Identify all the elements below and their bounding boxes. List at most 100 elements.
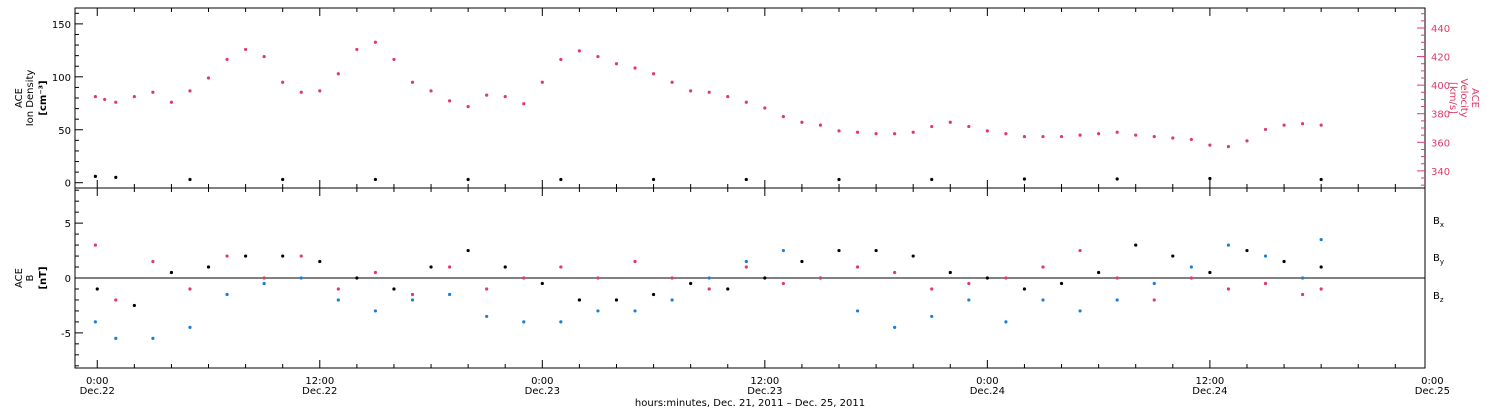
velocity-point	[169, 100, 174, 104]
x-tick-label-date: Dec.23	[525, 386, 560, 397]
velocity-point	[299, 90, 303, 94]
velocity-point	[1152, 134, 1156, 139]
ion-density-point	[930, 177, 934, 182]
bx-point	[1245, 248, 1249, 253]
bottom-left-title-line2: B	[25, 274, 36, 281]
top-right-title-line3: [km/s]	[1447, 82, 1458, 114]
bz-point	[1226, 287, 1231, 291]
legend-bz: Bz	[1433, 291, 1444, 304]
bottom-left-title-line3: [nT]	[38, 266, 49, 289]
velocity-point	[726, 94, 730, 99]
velocity-point	[355, 47, 359, 52]
bx-point	[837, 248, 841, 253]
velocity-point	[1115, 130, 1119, 134]
by-point	[225, 292, 229, 297]
velocity-point	[930, 124, 934, 129]
bx-point	[281, 254, 285, 258]
velocity-point	[206, 76, 211, 80]
top-left-title-line2: Ion Density	[25, 70, 36, 127]
x-tick-label-date: Dec.24	[970, 386, 1005, 397]
tick-layer: 0:00Dec.2212:00Dec.220:00Dec.2312:00Dec.…	[52, 8, 1450, 397]
bz-point	[1041, 265, 1045, 269]
x-tick-label-date: Dec.23	[747, 386, 782, 397]
top-left-axis-title: ACE Ion Density [cm⁻³]	[14, 70, 49, 127]
bz-point	[1078, 248, 1082, 253]
bz-point	[1115, 276, 1119, 280]
velocity-point	[151, 90, 155, 94]
bz-point	[447, 265, 452, 269]
bz-point	[373, 270, 378, 275]
by-point	[1226, 243, 1231, 247]
velocity-point	[800, 120, 804, 124]
velocity-point	[373, 40, 378, 44]
bz-point	[818, 276, 823, 280]
velocity-point	[874, 132, 878, 136]
legend-by: By	[1433, 253, 1444, 266]
ion-density-point	[373, 177, 378, 182]
by-point	[262, 281, 266, 286]
by-point	[1152, 281, 1156, 286]
velocity-point	[132, 94, 136, 99]
ion-density-point	[559, 177, 563, 182]
x-tick-label-time: 0:00	[976, 376, 998, 387]
bz-point	[1263, 281, 1268, 286]
bx-point	[1059, 281, 1064, 286]
legend-bz-sub: z	[1440, 296, 1444, 304]
bz-point	[930, 287, 934, 291]
legend-by-sub: y	[1440, 258, 1444, 266]
legend-bx: Bx	[1433, 216, 1444, 229]
bx-point	[726, 287, 730, 291]
by-point	[893, 325, 897, 329]
top-panel-frame	[74, 7, 1426, 189]
bottom-left-y-tick-label: 0	[65, 274, 71, 285]
bottom-left-title-line1: ACE	[14, 268, 25, 288]
bz-point	[522, 276, 526, 280]
by-point	[1319, 237, 1323, 242]
velocity-point	[225, 57, 229, 62]
bz-point	[114, 298, 118, 302]
velocity-point	[93, 94, 97, 99]
velocity-point	[1245, 139, 1249, 143]
velocity-point	[188, 89, 192, 93]
bz-point	[485, 287, 489, 291]
bx-point	[169, 270, 174, 275]
velocity-point	[855, 130, 860, 134]
by-point	[559, 320, 563, 324]
velocity-point	[485, 93, 489, 97]
bz-point	[188, 287, 192, 291]
bx-point	[318, 259, 322, 264]
by-point	[373, 309, 378, 313]
velocity-point	[262, 54, 266, 59]
bz-point	[225, 254, 229, 258]
bx-point	[1022, 287, 1027, 291]
data-layer	[93, 40, 1323, 340]
bx-point	[1171, 254, 1175, 258]
ion-density-point	[744, 177, 748, 182]
velocity-point	[744, 100, 748, 104]
bx-point	[392, 287, 396, 291]
ion-density-point	[651, 177, 656, 182]
velocity-point	[818, 123, 823, 127]
by-point	[707, 276, 711, 280]
by-point	[299, 276, 303, 280]
bx-point	[948, 270, 952, 275]
bz-point	[93, 243, 97, 247]
velocity-point	[1319, 123, 1323, 127]
bz-point	[1301, 292, 1305, 297]
legend-bx-main: B	[1433, 216, 1440, 227]
velocity-point	[985, 129, 989, 133]
bx-point	[95, 287, 99, 291]
x-tick-label-date: Dec.25	[1415, 386, 1450, 397]
velocity-point	[540, 80, 544, 84]
top-right-y-tick-label: 440	[1431, 24, 1450, 35]
bx-point	[1097, 270, 1101, 275]
x-tick-label-time: 12:00	[305, 376, 334, 387]
bz-point	[1189, 276, 1193, 280]
top-right-title-line2: Velocity	[1458, 78, 1469, 117]
top-right-y-tick-label: 380	[1431, 110, 1450, 121]
bx-point	[1208, 270, 1212, 275]
velocity-point	[1189, 137, 1193, 142]
legend-bx-sub: x	[1440, 221, 1444, 229]
velocity-point	[670, 80, 674, 84]
bx-point	[132, 303, 136, 308]
